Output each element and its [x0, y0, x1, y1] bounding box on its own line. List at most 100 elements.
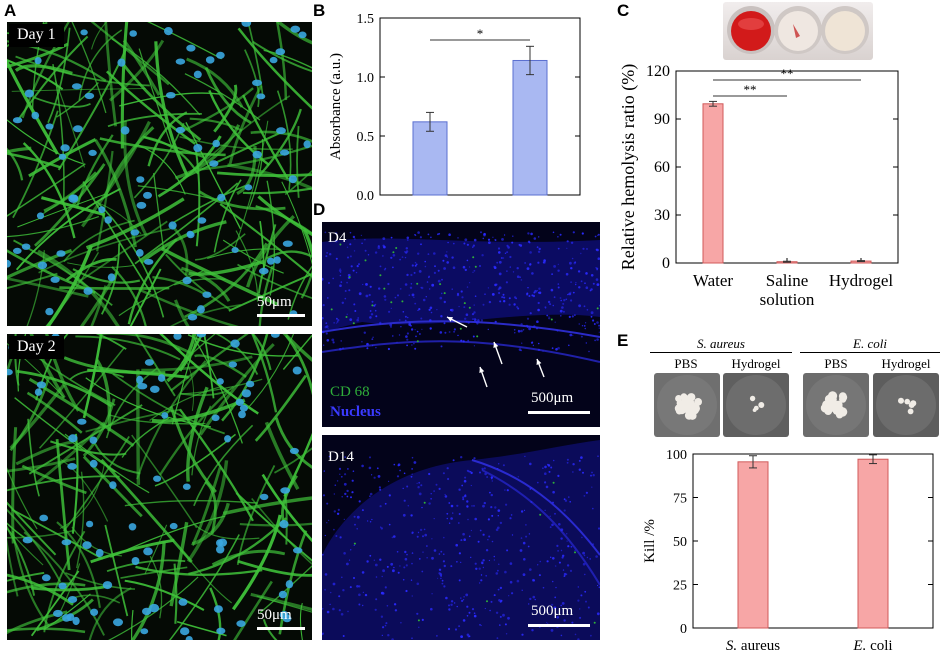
nucleus-dot	[388, 480, 390, 482]
nucleus-dot	[591, 471, 593, 474]
cell-nucleus	[182, 276, 192, 285]
nucleus-dot	[369, 316, 372, 319]
nucleus-dot	[557, 269, 560, 272]
nucleus-dot	[573, 262, 576, 265]
nucleus-dot	[342, 347, 344, 350]
nucleus-dot	[531, 294, 534, 297]
nucleus-dot	[552, 459, 555, 462]
nucleus-dot	[438, 568, 442, 571]
nucleus-dot	[417, 531, 420, 534]
actin-fiber	[7, 119, 83, 165]
cell-nucleus	[275, 48, 286, 56]
cell-nucleus	[185, 636, 193, 640]
hemolysis-photo	[723, 2, 873, 60]
nucleus-dot	[559, 297, 562, 299]
nucleus-dot	[384, 624, 387, 627]
nucleus-dot	[550, 556, 552, 558]
nucleus-dot	[477, 540, 480, 543]
nucleus-dot	[563, 498, 566, 501]
nucleus-dot	[458, 579, 461, 582]
cell-nucleus	[7, 259, 11, 268]
nucleus-dot	[522, 573, 526, 576]
cell-nucleus	[186, 230, 194, 237]
nucleus-dot	[465, 313, 469, 316]
actin-fiber	[236, 465, 276, 566]
nucleus-dot	[551, 347, 554, 350]
actin-fiber	[72, 268, 141, 284]
nucleus-dot	[462, 498, 465, 501]
nucleus-dot	[390, 256, 393, 259]
nucleus-dot	[536, 290, 539, 292]
nucleus-dot	[333, 493, 335, 495]
nucleus-dot	[410, 324, 412, 327]
cell-nucleus	[288, 175, 298, 184]
actin-fiber	[7, 216, 99, 238]
nucleus-dot	[559, 309, 563, 313]
nucleus-dot	[346, 246, 349, 248]
nucleus-dot	[531, 272, 534, 275]
nucleus-dot	[522, 541, 526, 545]
nucleus-dot	[465, 593, 469, 597]
bacterial-colony	[910, 400, 917, 407]
cell-nucleus	[72, 616, 80, 626]
actin-fiber	[198, 190, 286, 211]
nucleus-dot	[418, 481, 421, 484]
nucleus-dot	[480, 231, 482, 234]
nucleus-dot	[583, 495, 586, 497]
nucleus-dot	[498, 251, 501, 254]
legend-nucleus: Nucleus	[330, 404, 381, 420]
nucleus-dot	[367, 254, 370, 256]
cell-nucleus	[166, 92, 176, 99]
nucleus-dot	[391, 638, 394, 640]
nucleus-dot	[350, 265, 353, 268]
nucleus-dot	[403, 472, 406, 475]
nucleus-dot	[564, 499, 568, 502]
nucleus-dot	[413, 271, 416, 274]
nucleus-dot	[521, 342, 523, 344]
nucleus-dot	[562, 302, 565, 305]
nucleus-dot	[347, 468, 349, 470]
actin-fiber	[7, 525, 36, 596]
actin-fiber	[261, 473, 312, 543]
nucleus-dot	[438, 487, 441, 490]
actin-fiber	[34, 163, 106, 247]
nucleus-dot	[566, 533, 568, 535]
nucleus-dot	[566, 461, 569, 464]
nucleus-dot	[406, 332, 409, 335]
nucleus-dot	[546, 314, 549, 317]
cell-nucleus	[197, 217, 207, 224]
nucleus-dot	[506, 549, 509, 552]
nucleus-dot	[341, 495, 343, 498]
cell-nucleus	[169, 522, 178, 530]
actin-fiber	[104, 22, 118, 127]
nucleus-dot	[428, 502, 431, 505]
y-tick-label: 25	[673, 579, 687, 594]
nucleus-dot	[502, 464, 505, 467]
cell-nucleus	[129, 30, 137, 37]
x-tick-label: Saline	[766, 271, 809, 290]
nucleus-dot	[572, 291, 575, 294]
nucleus-dot	[358, 603, 361, 606]
nucleus-dot	[335, 257, 338, 260]
nucleus-dot	[381, 592, 385, 595]
nucleus-dot	[592, 319, 595, 322]
nucleus-dot	[597, 527, 600, 530]
nucleus-dot	[326, 502, 329, 505]
nucleus-dot	[447, 477, 450, 481]
nucleus-dot	[371, 474, 373, 476]
cell-nucleus	[90, 608, 99, 616]
actin-fiber	[274, 417, 312, 469]
actin-fiber	[7, 342, 65, 398]
nucleus-dot	[490, 600, 493, 603]
nucleus-dot	[340, 271, 342, 273]
nucleus-dot	[444, 493, 446, 496]
nucleus-dot	[372, 336, 374, 339]
nucleus-dot	[437, 279, 441, 283]
cell-nucleus	[140, 628, 149, 635]
nucleus-dot	[428, 308, 431, 311]
nucleus-dot	[379, 488, 382, 491]
nucleus-dot	[567, 293, 569, 296]
nucleus-dot	[460, 539, 463, 542]
nucleus-dot	[443, 564, 446, 568]
nucleus-dot	[557, 283, 560, 285]
